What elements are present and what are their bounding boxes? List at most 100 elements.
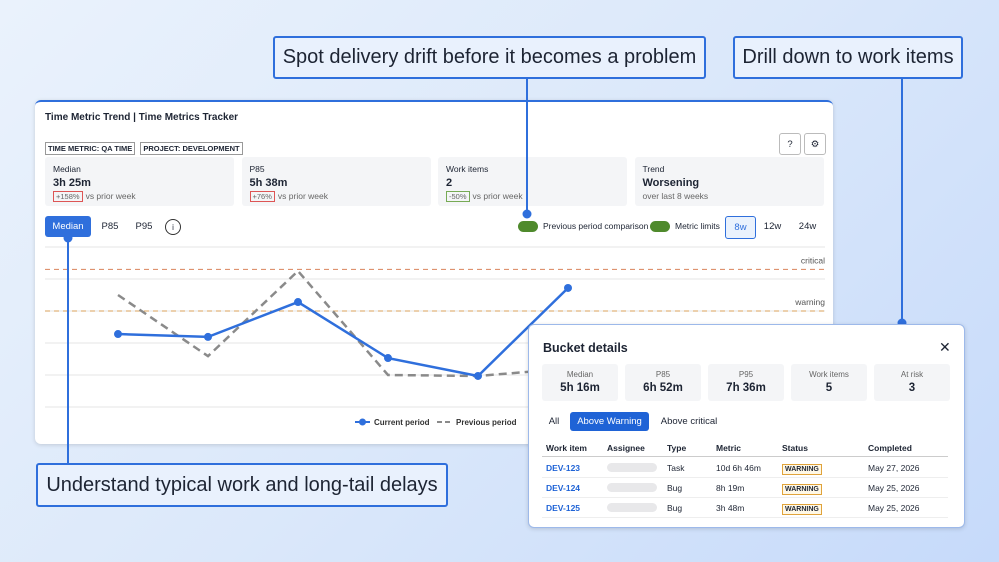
stat-value: Worsening xyxy=(642,177,700,189)
stat-card: P85 5h 38m +76% vs prior week xyxy=(241,157,431,206)
threshold-label: critical xyxy=(801,255,825,265)
filter-tab[interactable]: Above Warning xyxy=(570,412,649,431)
column-header: Metric xyxy=(716,443,742,453)
row-rule xyxy=(542,477,948,478)
stat-label: P85 xyxy=(249,164,265,174)
stat-label: Median xyxy=(566,370,594,379)
stat-label: Work items xyxy=(809,370,849,379)
bucket-title: Bucket details xyxy=(543,341,628,355)
note: vs prior week xyxy=(85,191,136,201)
row-rule xyxy=(542,497,948,498)
table-cell[interactable]: May 27, 2026 xyxy=(868,463,920,473)
header-rule xyxy=(542,456,948,457)
status-badge: WARNING xyxy=(782,484,822,495)
bucket-stat: Work items 5 xyxy=(791,364,867,401)
stat-value: 2 xyxy=(446,177,453,189)
column-header: Type xyxy=(667,443,687,453)
change-badge: +76% xyxy=(249,191,275,202)
close-button[interactable]: ✕ xyxy=(939,339,951,355)
table-cell[interactable]: 8h 19m xyxy=(716,483,745,493)
metric-tab[interactable]: Median xyxy=(45,216,91,237)
callout: Spot delivery drift before it becomes a … xyxy=(273,36,706,79)
bucket-stat: P95 7h 36m xyxy=(708,364,784,401)
note: over last 8 weeks xyxy=(642,191,709,201)
metric-tab[interactable]: P95 xyxy=(135,221,153,232)
tag: TIME METRIC: QA TIME xyxy=(45,142,136,155)
work-item-link: DEV-123 xyxy=(546,463,581,473)
callout: Drill down to work items xyxy=(733,36,963,79)
stat-value: 3h 25m xyxy=(53,177,91,189)
table-cell[interactable]: Bug xyxy=(667,483,683,493)
status-badge: WARNING xyxy=(782,464,822,475)
data-point xyxy=(204,332,212,341)
range-tab[interactable]: 24w xyxy=(798,221,817,232)
change-badge: +158% xyxy=(53,191,83,202)
stat-label: Work items xyxy=(446,164,489,174)
stat-card: Work items 2 -50% vs prior week xyxy=(438,157,627,206)
stat-value: 6h 52m xyxy=(643,382,683,394)
range-tab[interactable]: 8w xyxy=(725,216,756,239)
work-item-link: DEV-125 xyxy=(546,503,581,513)
series-line xyxy=(117,269,569,378)
data-point xyxy=(294,298,302,307)
toggle-button[interactable] xyxy=(518,221,538,232)
stat-label: At risk xyxy=(900,370,924,379)
table-cell[interactable]: May 25, 2026 xyxy=(868,503,920,513)
range-tab[interactable]: 12w xyxy=(763,221,782,232)
help-button[interactable]: ? xyxy=(779,133,801,155)
stat-note: +158% vs prior week xyxy=(53,191,226,202)
toggle-label: Metric limits xyxy=(675,221,720,231)
data-point xyxy=(474,371,482,380)
stat-label: P85 xyxy=(655,370,671,379)
table-cell[interactable]: May 25, 2026 xyxy=(868,483,920,493)
column-header: Completed xyxy=(868,443,912,453)
stat-value: 3 xyxy=(908,382,916,394)
stat-value: 5 xyxy=(825,382,833,394)
stat-value: 5h 38m xyxy=(249,177,288,189)
assignee-placeholder xyxy=(607,503,657,512)
tags: TIME METRIC: QA TIME PROJECT: DEVELOPMENT xyxy=(45,138,248,156)
status-cell: WARNING xyxy=(782,503,822,515)
info-icon: i xyxy=(165,219,181,235)
stat-value: 5h 16m xyxy=(560,382,600,394)
stat-note: -50% vs prior week xyxy=(446,191,619,202)
assignee-placeholder xyxy=(607,483,657,492)
legend-label: Previous period xyxy=(456,418,517,427)
stat-note: over last 8 weeks xyxy=(643,191,816,201)
tag: PROJECT: DEVELOPMENT xyxy=(140,142,243,155)
series-line xyxy=(117,287,569,378)
filter-tab[interactable]: All xyxy=(548,416,560,427)
assignee-placeholder xyxy=(607,463,657,472)
note: vs prior week xyxy=(277,191,328,201)
stat-label: Trend xyxy=(642,164,665,174)
note: vs prior week xyxy=(472,191,523,201)
data-point xyxy=(384,354,392,363)
bucket-stat: At risk 3 xyxy=(874,364,950,401)
status-badge: WARNING xyxy=(782,504,822,515)
status-cell: WARNING xyxy=(782,483,822,495)
stat-note: +76% vs prior week xyxy=(249,191,423,202)
column-header: Assignee xyxy=(607,443,645,453)
data-point xyxy=(114,330,122,339)
data-point xyxy=(564,283,572,292)
toggle-button[interactable] xyxy=(650,221,670,232)
column-header: Work item xyxy=(546,443,587,453)
table-cell[interactable]: 10d 6h 46m xyxy=(716,463,761,473)
table-cell[interactable]: 3h 48m xyxy=(716,503,745,513)
settings-button[interactable]: ⚙ xyxy=(804,133,826,155)
table-cell[interactable]: Bug xyxy=(667,503,683,513)
stat-value: 7h 36m xyxy=(726,382,766,394)
work-item-link: DEV-124 xyxy=(546,483,581,493)
metric-tab[interactable]: P85 xyxy=(101,221,119,232)
change-badge: -50% xyxy=(446,191,470,202)
status-cell: WARNING xyxy=(782,463,822,475)
stat-label: P95 xyxy=(738,370,754,379)
filter-tab[interactable]: Above critical xyxy=(660,416,718,427)
stat-label: Median xyxy=(53,164,81,174)
table-cell[interactable]: Task xyxy=(667,463,685,473)
bucket-stat: Median 5h 16m xyxy=(542,364,618,401)
stat-card: Median 3h 25m +158% vs prior week xyxy=(45,157,234,206)
column-header: Status xyxy=(782,443,808,453)
callout: Understand typical work and long-tail de… xyxy=(36,463,448,507)
